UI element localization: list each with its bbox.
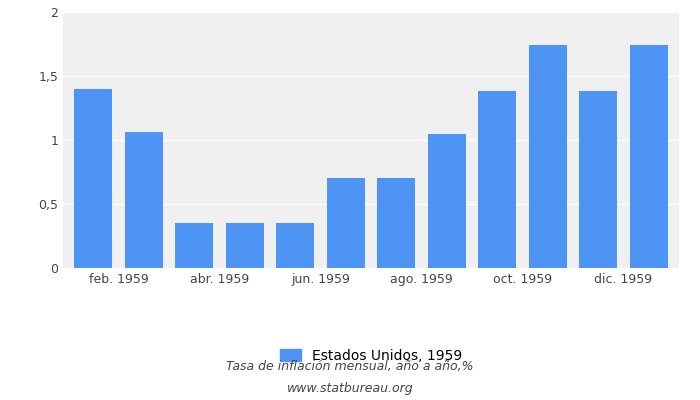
Bar — [377, 178, 415, 268]
Legend: Estados Unidos, 1959: Estados Unidos, 1959 — [274, 344, 468, 368]
Bar — [478, 91, 516, 268]
Bar — [276, 223, 314, 268]
Bar — [74, 89, 112, 268]
Bar — [630, 45, 668, 268]
Bar — [226, 223, 264, 268]
Bar — [125, 132, 162, 268]
Text: Tasa de inflación mensual, año a año,%: Tasa de inflación mensual, año a año,% — [226, 360, 474, 373]
Bar — [428, 134, 466, 268]
Bar — [175, 223, 214, 268]
Text: www.statbureau.org: www.statbureau.org — [287, 382, 413, 395]
Bar — [327, 178, 365, 268]
Bar — [580, 91, 617, 268]
Bar — [528, 45, 567, 268]
